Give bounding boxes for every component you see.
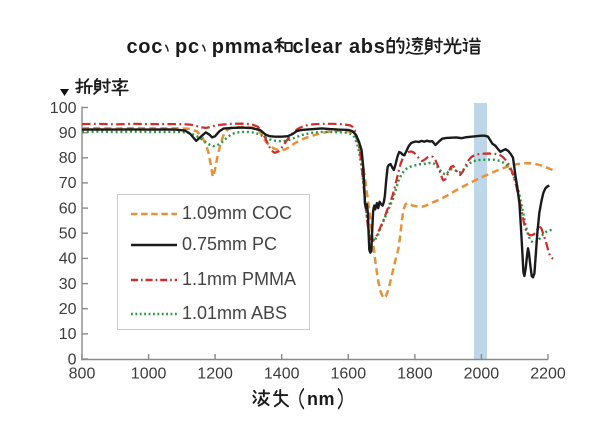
svg-text:10: 10: [59, 326, 77, 343]
svg-text:1800: 1800: [397, 366, 433, 383]
svg-text:1200: 1200: [197, 366, 233, 383]
svg-text:20: 20: [59, 301, 77, 318]
svg-text:90: 90: [59, 125, 77, 142]
svg-text:800: 800: [69, 366, 96, 383]
svg-text:0: 0: [68, 351, 77, 368]
svg-text:100: 100: [50, 100, 77, 117]
svg-text:2200: 2200: [530, 366, 566, 383]
svg-text:60: 60: [59, 200, 77, 217]
svg-text:30: 30: [59, 276, 77, 293]
svg-text:70: 70: [59, 175, 77, 192]
svg-text:40: 40: [59, 251, 77, 268]
svg-text:1000: 1000: [131, 366, 167, 383]
svg-text:2000: 2000: [464, 366, 500, 383]
svg-text:50: 50: [59, 226, 77, 243]
svg-text:1600: 1600: [331, 366, 367, 383]
svg-text:1400: 1400: [264, 366, 300, 383]
svg-text:80: 80: [59, 150, 77, 167]
